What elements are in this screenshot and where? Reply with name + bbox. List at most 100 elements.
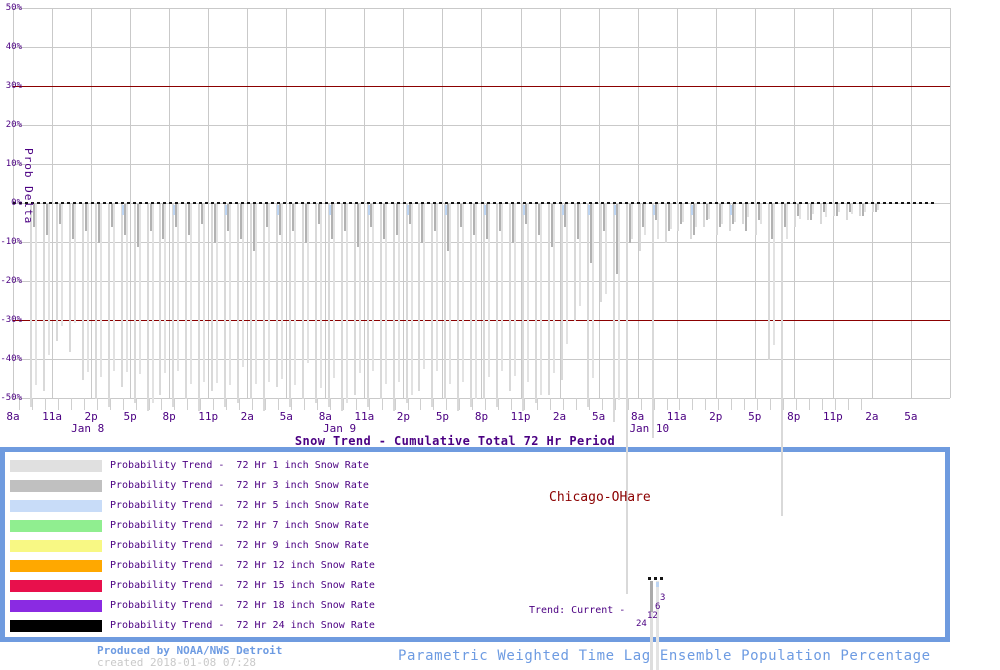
bar-1inch	[185, 204, 187, 399]
bar-3inch	[810, 204, 812, 220]
axis-tick-stub	[576, 398, 577, 410]
y-tick-label: 40%	[5, 42, 22, 52]
bar-5inch	[562, 205, 564, 215]
axis-tick-stub	[45, 398, 46, 410]
grid-line-horizontal	[13, 398, 950, 399]
x-tick-label: 2a	[552, 410, 567, 423]
bar-1inch-b	[139, 204, 141, 374]
axis-tick-stub	[718, 398, 719, 410]
bar-1inch-b	[216, 204, 218, 383]
legend-label: Probability Trend - 72 Hr 18 inch Snow R…	[110, 600, 375, 611]
axis-tick-stub	[19, 398, 20, 410]
bar-1inch-b	[255, 204, 257, 384]
bar-3inch	[124, 204, 126, 235]
bar-3inch	[331, 204, 333, 239]
axis-tick-stub	[602, 398, 603, 410]
bar-3inch	[318, 204, 320, 224]
bar-1inch	[457, 204, 459, 411]
bar-1inch	[561, 204, 563, 380]
axis-tick-stub	[317, 398, 318, 410]
bar-1inch	[548, 204, 550, 395]
axis-tick-stub	[563, 398, 564, 410]
bar-1inch	[781, 204, 783, 516]
grid-line-horizontal	[13, 242, 950, 243]
bar-1inch-b	[670, 204, 672, 229]
axis-tick-stub	[705, 398, 706, 410]
y-tick-label: 0%	[11, 198, 22, 208]
grid-line-horizontal	[13, 281, 950, 282]
axis-tick-stub	[796, 398, 797, 410]
bar-1inch-b	[682, 204, 684, 222]
axis-tick-stub	[731, 398, 732, 410]
bar-3inch	[59, 204, 61, 224]
bar-3inch	[784, 204, 786, 227]
axis-tick-stub	[395, 398, 396, 410]
bar-1inch	[755, 204, 757, 235]
bar-3inch	[499, 204, 501, 231]
bar-5inch	[407, 205, 409, 215]
bar-3inch	[33, 204, 35, 227]
legend-label: Probability Trend - 72 Hr 7 inch Snow Ra…	[110, 520, 369, 531]
axis-tick-stub	[97, 398, 98, 410]
y-axis-label: Prob Delta	[22, 148, 35, 225]
bar-1inch-b	[87, 204, 89, 372]
bar-5inch	[173, 205, 175, 215]
bar-3inch	[434, 204, 436, 231]
axis-tick-stub	[589, 398, 590, 410]
footer-subtitle: Parametric Weighted Time Lag Ensemble Po…	[398, 648, 931, 664]
bar-1inch	[716, 204, 718, 235]
bar-3inch	[305, 204, 307, 243]
bar-3inch	[655, 204, 657, 220]
bar-1inch	[315, 204, 317, 403]
bar-3inch	[590, 204, 592, 263]
bar-1inch-b	[773, 204, 775, 345]
axis-tick-stub	[848, 398, 849, 410]
bar-1inch-b	[203, 204, 205, 382]
bar-1inch-b	[838, 204, 840, 212]
bar-5inch	[614, 205, 616, 215]
bar-3inch	[344, 204, 346, 231]
axis-tick-stub	[226, 398, 227, 410]
bar-1inch	[677, 204, 679, 231]
bar-1inch	[535, 204, 537, 403]
x-tick-label: 2p	[709, 410, 723, 423]
zero-line	[13, 202, 937, 204]
bar-1inch-b	[864, 204, 866, 212]
axis-tick-stub	[809, 398, 810, 410]
axis-tick-stub	[628, 398, 629, 410]
bar-1inch-b	[488, 204, 490, 377]
bar-1inch	[872, 204, 874, 212]
bar-3inch	[188, 204, 190, 235]
grid-line-horizontal	[13, 359, 950, 360]
bar-3inch	[551, 204, 553, 247]
bar-1inch-b	[307, 204, 309, 363]
axis-tick-stub	[537, 398, 538, 410]
bar-1inch	[470, 204, 472, 407]
bar-1inch	[172, 204, 174, 407]
x-date-label: Jan 9	[322, 422, 357, 435]
x-date-label: Jan 10	[629, 422, 670, 435]
bar-1inch-b	[721, 204, 723, 224]
bar-1inch-b	[592, 204, 594, 378]
grid-line-horizontal	[13, 125, 950, 126]
axis-tick-stub	[239, 398, 240, 410]
legend-label: Probability Trend - 72 Hr 3 inch Snow Ra…	[110, 480, 369, 491]
legend-swatch	[10, 620, 102, 632]
bar-3inch	[577, 204, 579, 239]
bar-1inch-b	[501, 204, 503, 371]
bar-1inch	[134, 204, 136, 403]
bar-1inch-b	[229, 204, 231, 385]
bar-1inch-b	[126, 204, 128, 372]
bar-1inch	[43, 204, 45, 391]
bar-1inch	[341, 204, 343, 411]
bar-1inch	[574, 204, 576, 321]
axis-tick-stub	[822, 398, 823, 410]
bar-1inch-b	[152, 204, 154, 403]
x-tick-label: 11p	[822, 410, 843, 423]
axis-tick-stub	[110, 398, 111, 410]
x-tick-label: 8a	[318, 410, 332, 423]
bar-1inch-b	[618, 204, 620, 400]
axis-tick-stub	[770, 398, 771, 410]
axis-tick-stub	[330, 398, 331, 410]
bar-1inch-b	[359, 204, 361, 373]
